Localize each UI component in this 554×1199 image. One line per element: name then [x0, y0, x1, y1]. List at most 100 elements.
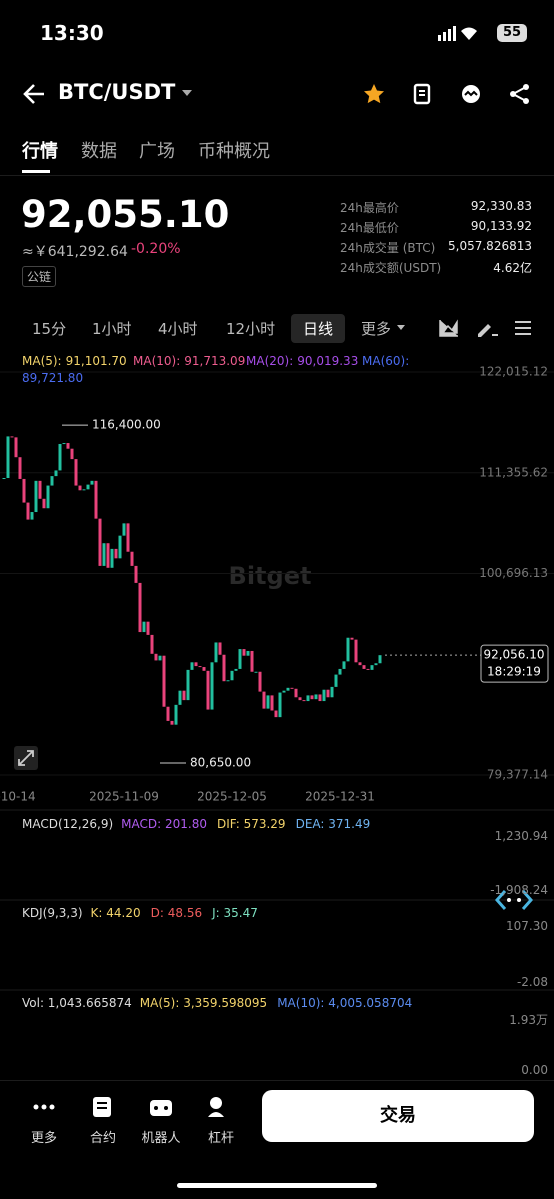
divider — [0, 175, 554, 176]
candle — [242, 649, 246, 656]
interval[interactable]: 4小时 — [158, 320, 198, 338]
indicator-value: DIF: 573.29 — [216, 817, 286, 831]
nav-icons — [33, 1097, 224, 1117]
nav-item[interactable]: 更多 — [30, 1131, 58, 1146]
tab[interactable]: 广场 — [139, 141, 175, 162]
candle — [374, 663, 378, 666]
caret — [182, 90, 192, 96]
annotation-label: 80,650.00 — [190, 755, 251, 769]
candle — [86, 484, 90, 490]
candle — [302, 700, 306, 702]
candle — [22, 478, 26, 503]
expand-icon — [18, 750, 34, 766]
candle — [358, 662, 362, 666]
indicator-name: MACD(12,26,9) — [22, 817, 114, 831]
ma-value: 91,101.70 — [65, 354, 127, 368]
tab[interactable]: 数据 — [81, 141, 117, 162]
interval[interactable]: 1小时 — [92, 320, 132, 338]
axis-label: 0.00 — [521, 1063, 548, 1077]
candle — [226, 680, 230, 682]
candle — [214, 642, 218, 663]
candle — [282, 690, 286, 693]
candle — [170, 720, 174, 725]
interval[interactable]: 日线 — [291, 314, 346, 343]
candle — [94, 480, 98, 519]
candle — [150, 634, 154, 654]
x-tick-label: -10-14 — [0, 790, 36, 804]
candle — [338, 668, 342, 675]
candle — [370, 665, 374, 670]
candle — [310, 695, 314, 700]
home-indicator — [177, 1183, 377, 1188]
ma-value: 91,713.09 — [184, 354, 246, 368]
indicator-name: KDJ(9,3,3) — [22, 906, 83, 920]
dot — [507, 898, 511, 902]
trade-button[interactable]: 交易 — [262, 1090, 534, 1142]
interval[interactable]: 12小时 — [226, 320, 276, 338]
candle — [142, 621, 146, 633]
stat-value: 90,133.92 — [470, 219, 532, 233]
candle — [82, 489, 86, 491]
signal-icons — [438, 26, 477, 41]
stat-label: 24h最低价 — [340, 221, 399, 235]
candle — [158, 655, 162, 661]
interval[interactable]: 15分 — [32, 320, 67, 338]
candle — [110, 548, 114, 568]
tab[interactable]: 币种概况 — [198, 141, 270, 162]
candle — [314, 694, 318, 700]
candle — [78, 485, 82, 491]
candle — [194, 662, 198, 667]
battery: 55 — [497, 24, 527, 42]
candle — [218, 642, 222, 655]
candle — [378, 655, 382, 664]
y-tick-label: 122,015.12 — [479, 365, 548, 379]
nav-item[interactable]: 机器人 — [141, 1131, 181, 1146]
candle — [38, 480, 42, 499]
candle — [246, 650, 250, 656]
candle — [14, 437, 18, 458]
candle — [322, 689, 326, 702]
nav-item[interactable]: 合约 — [89, 1131, 117, 1146]
candle — [190, 662, 194, 670]
candle — [274, 710, 278, 718]
cny-price: ≈￥641,292.64 — [22, 244, 128, 260]
candle — [2, 478, 6, 480]
candle — [138, 582, 142, 633]
candle — [70, 448, 74, 460]
indicator-name: Vol: 1,043.665874 — [22, 996, 132, 1010]
tag: 公链 — [22, 266, 57, 287]
dot — [517, 898, 521, 902]
candle — [130, 551, 134, 566]
candle — [102, 543, 106, 566]
candle — [106, 543, 110, 568]
candle — [54, 470, 58, 477]
back-button[interactable] — [22, 82, 48, 106]
candle — [198, 666, 202, 668]
candle — [306, 695, 310, 702]
tab[interactable]: 行情 — [22, 141, 58, 162]
stat-value: 92,330.83 — [470, 199, 532, 213]
candle — [10, 436, 14, 438]
pair[interactable]: BTC/USDT — [58, 80, 176, 104]
candle — [58, 443, 62, 471]
candle — [270, 695, 274, 711]
ma-label: MA(20): — [246, 354, 294, 368]
candle — [334, 674, 338, 687]
candle — [202, 667, 206, 671]
candle — [146, 621, 150, 635]
price-tag-value: 92,056.10 — [483, 648, 544, 662]
indicator-value: MA(5): 3,359.598095 — [139, 996, 268, 1010]
scroll-handle[interactable] — [494, 890, 534, 910]
watermark: Bitget — [229, 562, 312, 590]
candle — [222, 654, 226, 682]
candle — [366, 668, 370, 670]
interval[interactable]: 更多 — [361, 320, 392, 338]
candle — [50, 476, 54, 486]
stat-label: 24h最高价 — [340, 201, 399, 215]
candle — [206, 670, 210, 710]
indicator-value: MACD: 201.80 — [121, 817, 207, 831]
nav-item[interactable]: 杠杆 — [207, 1131, 235, 1146]
last-price: 92,055.10 — [21, 193, 230, 236]
candle — [66, 443, 70, 449]
candle — [162, 655, 166, 707]
